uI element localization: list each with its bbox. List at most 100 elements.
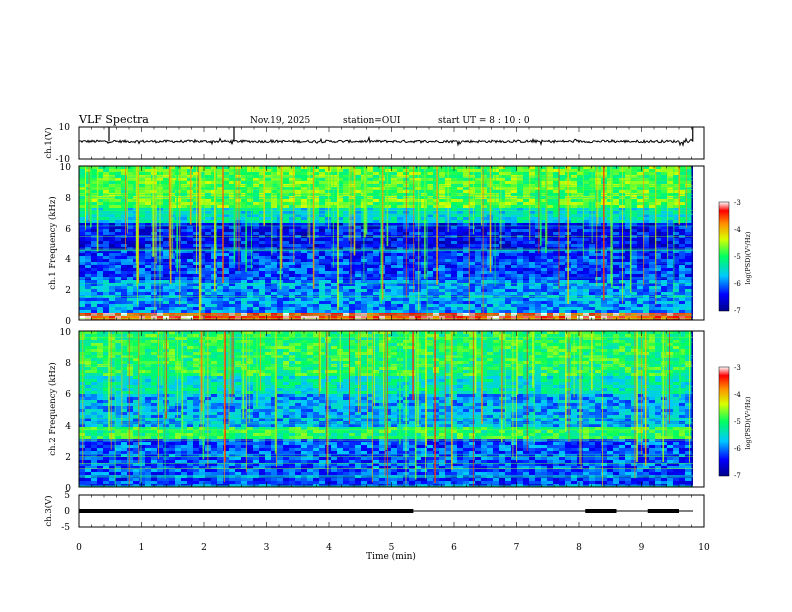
ch1-spec-cell — [127, 205, 134, 209]
ch1-spec-cell — [373, 184, 380, 188]
ch1-spec-cell — [577, 244, 584, 248]
ch1-spec-cell — [313, 238, 320, 242]
ch1-spec-cell — [613, 262, 620, 266]
ch1-spec-cell — [409, 202, 416, 206]
ch1-spec-cell — [427, 208, 434, 212]
ch1-spec-cell — [595, 259, 602, 263]
ch1-spec-cell — [331, 199, 338, 203]
ch1-spec-cell — [229, 238, 236, 242]
ch1-spec-cell — [481, 244, 488, 248]
ch1-spec-cell — [271, 289, 278, 293]
ch1-spec-cell — [313, 262, 320, 266]
ch1-spec-cell — [643, 232, 650, 236]
ch1-spec-cell — [187, 307, 194, 311]
ch1-spec-cell — [439, 199, 446, 203]
ch1-spec-cell — [217, 208, 224, 212]
ch1-spec-cell — [343, 193, 350, 197]
ch1-spec-cell — [253, 262, 260, 266]
ch1-spec-cell — [583, 187, 590, 191]
ch1-spec-cell — [463, 223, 470, 227]
ch1-spec-cell — [679, 295, 686, 299]
ch1-spec-cell — [151, 208, 158, 212]
ch1-spec-cell — [283, 223, 290, 227]
ch1-spec-cell — [577, 232, 584, 236]
ch1-spec-cell — [193, 307, 200, 311]
ch1-spec-cell — [415, 289, 422, 293]
ch1-spec-cell — [103, 199, 110, 203]
ch1-spec-cell — [139, 310, 146, 314]
ch1-spec-cell — [409, 277, 416, 281]
ch1-spec-cell — [433, 181, 440, 185]
ch1-spec-cell — [235, 295, 242, 299]
ch1-spec-cell — [547, 259, 554, 263]
ch1-spec-cell — [385, 178, 392, 182]
ch1-spec-cell — [427, 298, 434, 302]
ch1-spec-cell — [481, 241, 488, 245]
ch1-spec-cell — [559, 187, 566, 191]
ch1-spec-cell — [121, 175, 128, 179]
ch1-spec-cell — [481, 277, 488, 281]
ch1-spec-cell — [151, 280, 158, 284]
ch1-spec-cell — [421, 307, 428, 311]
ch1-spec-cell — [571, 193, 578, 197]
ch1-spec-cell — [127, 208, 134, 212]
ch1-spec-cell — [319, 211, 326, 215]
ch1-spec-cell — [397, 253, 404, 257]
ch1-spec-cell — [373, 214, 380, 218]
ch1-spec-cell — [577, 217, 584, 221]
ch1-spec-cell — [571, 292, 578, 296]
ch1-spec-cell — [265, 187, 272, 191]
ch1-spec-cell — [271, 175, 278, 179]
ch1-spec-cell — [661, 265, 668, 269]
ch1-spec-cell — [325, 211, 332, 215]
ch1-spec-cell — [253, 232, 260, 236]
ch1-spec-cell — [391, 244, 398, 248]
ch1-spec-cell — [343, 289, 350, 293]
ch1-spec-cell — [319, 229, 326, 233]
ch1-spec-cell — [649, 199, 656, 203]
ch1-spec-cell — [625, 262, 632, 266]
ch1-spec-cell — [373, 301, 380, 305]
ch1-spec-cell — [319, 241, 326, 245]
ch1-spec-cell — [313, 274, 320, 278]
ch1-spec-cell — [151, 256, 158, 260]
ch1-spec-row — [79, 199, 692, 203]
ch1-spec-cell — [355, 178, 362, 182]
ch1-spec-cell — [547, 166, 554, 170]
ch1-spec-cell — [109, 280, 116, 284]
ch1-spec-cell — [187, 271, 194, 275]
ch1-spec-cell — [499, 220, 506, 224]
ch1-spec-cell — [439, 223, 446, 227]
ch1-spec-cell — [451, 301, 458, 305]
ch1-spec-cell — [199, 271, 206, 275]
ch1-spec-cell — [625, 232, 632, 236]
ch1-spec-cell — [307, 211, 314, 215]
ch1-spec-cell — [271, 187, 278, 191]
ch1-spec-cell — [661, 268, 668, 272]
ch1-spec-cell — [439, 307, 446, 311]
ch1-spec-cell — [319, 193, 326, 197]
ch1-spec-cell — [511, 208, 518, 212]
ch1-spec-cell — [199, 202, 206, 206]
ch1-spec-cell — [325, 277, 332, 281]
ch1-spec-cell — [481, 187, 488, 191]
ch1-spec-cell — [127, 193, 134, 197]
ch1-spec-cell — [523, 274, 530, 278]
ch1-spec-cell — [307, 205, 314, 209]
ch1-spec-cell — [481, 178, 488, 182]
ch1-spec-cell — [349, 259, 356, 263]
ch1-spec-cell — [115, 178, 122, 182]
ch1-spec-cell — [343, 277, 350, 281]
ch1-spec-cell — [343, 244, 350, 248]
ch1-spec-cell — [229, 289, 236, 293]
ch1-spec-cell — [667, 205, 674, 209]
ch1-spec-cell — [133, 277, 140, 281]
ch1-spec-cell — [277, 289, 284, 293]
ch1-spec-cell — [193, 292, 200, 296]
ch1-spec-cell — [211, 307, 218, 311]
ch1-spec-cell — [415, 208, 422, 212]
ch1-spec-cell — [169, 190, 176, 194]
ch1-spec-cell — [655, 193, 662, 197]
ch1-spec-cell — [451, 238, 458, 242]
ch1-spec-cell — [121, 277, 128, 281]
